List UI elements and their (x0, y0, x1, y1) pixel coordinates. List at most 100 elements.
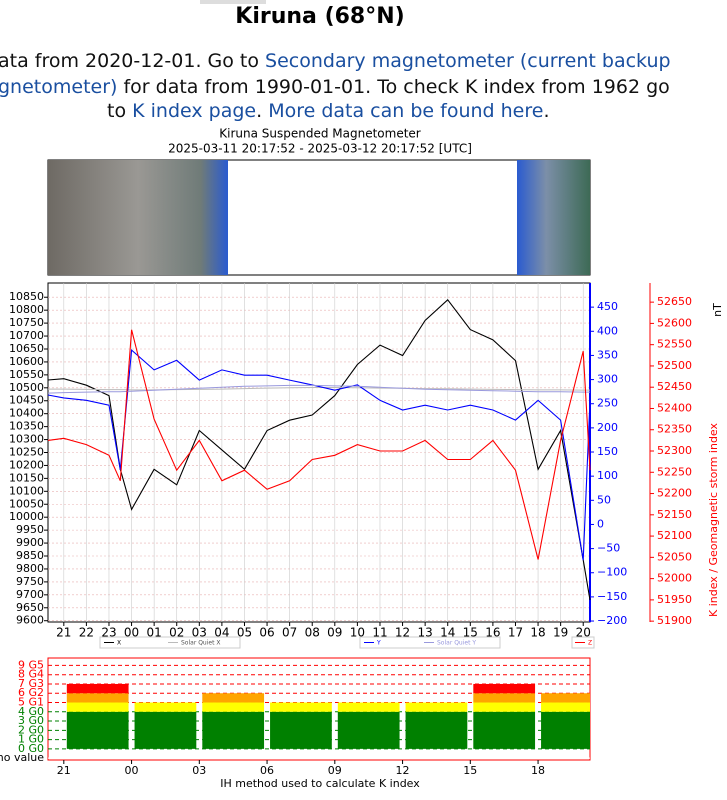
y-tick-label: 9950 (16, 523, 44, 536)
y2-tick-label: −200 (597, 614, 627, 627)
y-tick-label: 9750 (16, 575, 44, 588)
y2-tick-label: 100 (597, 469, 618, 482)
x-tick-label: 09 (328, 764, 342, 777)
legend-label: Z (588, 640, 592, 647)
x-tick-label: 10 (350, 626, 365, 640)
k-bar-segment (66, 711, 129, 749)
y2-tick-label: 250 (597, 397, 618, 410)
x-tick-label: 00 (124, 626, 139, 640)
y-tick-label: 7 G3 (18, 677, 44, 690)
y-tick-label: 10150 (9, 471, 44, 484)
x-tick-label: 00 (125, 764, 139, 777)
k-bar-segment (66, 702, 129, 712)
series-line (48, 387, 590, 391)
y-tick-label: 10100 (9, 484, 44, 497)
tab-stub (200, 0, 266, 4)
x-tick-label: 11 (372, 626, 387, 640)
y2-tick-label: 400 (597, 324, 618, 337)
y3-tick-label: 52550 (657, 338, 692, 351)
k-bar-segment (473, 711, 536, 749)
x-tick-label: 14 (440, 626, 455, 640)
y3-tick-label: 52250 (657, 465, 692, 478)
intro-line: to K index page. More data can be found … (107, 100, 550, 122)
link[interactable]: More data can be found here (268, 100, 544, 122)
x-tick-label: 01 (147, 626, 162, 640)
x-tick-label: 05 (237, 626, 252, 640)
y3-tick-label: 52000 (657, 572, 692, 585)
y3-tick-label: 51900 (657, 614, 692, 627)
y-tick-label: no value (0, 751, 44, 764)
y3-axis-label: K index / Geomagnetic storm index (707, 423, 720, 618)
y-tick-label: 0 G0 (18, 742, 44, 755)
x-tick-label: 17 (508, 626, 523, 640)
x-tick-label: 19 (553, 626, 568, 640)
y3-tick-label: 52200 (657, 487, 692, 500)
k-bar-segment (541, 693, 590, 703)
y-tick-label: 9800 (16, 562, 44, 575)
k-bar-segment (541, 711, 590, 749)
chart-subtitle: 2025-03-11 20:17:52 - 2025-03-12 20:17:5… (168, 142, 472, 156)
page-title: Kiruna (68°N) (235, 4, 405, 29)
x-tick-label: 21 (56, 626, 71, 640)
x-tick-label: 13 (418, 626, 433, 640)
y2-tick-label: 0 (597, 517, 604, 530)
x-tick-label: 06 (259, 626, 274, 640)
y2-tick-label: −100 (597, 566, 627, 579)
y3-tick-label: 52600 (657, 316, 692, 329)
x-tick-label: 02 (169, 626, 184, 640)
x-tick-label: 22 (79, 626, 94, 640)
x-tick-label: 09 (327, 626, 342, 640)
x-tick-label: 16 (485, 626, 500, 640)
intro-line: ata from 2020-12-01. Go to Secondary mag… (0, 50, 671, 72)
y3-tick-label: 52350 (657, 423, 692, 436)
y-tick-label: 10550 (9, 368, 44, 381)
k-bar-segment (473, 683, 536, 694)
camera-image (517, 160, 590, 275)
text: for data from 1990-01-01. To check K ind… (117, 76, 670, 98)
legend-label: Solar Quiet X (181, 640, 220, 647)
k-bar-segment (337, 702, 400, 712)
k-bar-segment (473, 693, 536, 703)
y3-tick-label: 52450 (657, 380, 692, 393)
y-tick-label: 10750 (9, 316, 44, 329)
x-tick-label: 12 (395, 626, 410, 640)
x-tick-label: 18 (531, 764, 545, 777)
y-tick-label: 1 G0 (18, 733, 44, 746)
x-tick-label: 20 (576, 626, 591, 640)
y2-tick-label: 350 (597, 348, 618, 361)
link[interactable]: Secondary magnetometer (current backup (265, 50, 671, 72)
k-bar-segment (202, 711, 265, 749)
k-bar-segment (270, 711, 332, 749)
y-tick-label: 10850 (9, 290, 44, 303)
y-tick-label: 10650 (9, 342, 44, 355)
k-bar-segment (202, 702, 265, 712)
x-tick-label: 15 (463, 626, 478, 640)
y-tick-label: 9850 (16, 549, 44, 562)
series-line (47, 384, 590, 394)
x-tick-label: 21 (57, 764, 71, 777)
y2-tick-label: 450 (597, 300, 618, 313)
x-tick-label: 12 (396, 764, 410, 777)
x-tick-label: 06 (260, 764, 274, 777)
y-tick-label: 10500 (9, 381, 44, 394)
k-bar-segment (337, 711, 400, 749)
y-tick-label: 3 G0 (18, 714, 44, 727)
y2-tick-label: 50 (597, 493, 611, 506)
y3-tick-label: 52100 (657, 529, 692, 542)
link[interactable]: K index page (132, 100, 257, 122)
y-tick-label: 10450 (9, 394, 44, 407)
y-tick-label: 2 G0 (18, 723, 44, 736)
y-tick-label: 8 G4 (18, 668, 44, 681)
y3-tick-label: 52400 (657, 401, 692, 414)
k-bar-segment (134, 711, 197, 749)
y3-tick-label: 52050 (657, 550, 692, 563)
chart-title: Kiruna Suspended Magnetometer (219, 127, 421, 141)
text: to (107, 100, 133, 122)
y3-tick-label: 51950 (657, 593, 692, 606)
y-tick-label: 6 G2 (18, 686, 44, 699)
y3-tick-label: 52650 (657, 295, 692, 308)
link[interactable]: gnetometer) (0, 76, 118, 98)
x-tick-label: 04 (214, 626, 229, 640)
y-tick-label: 10800 (9, 303, 44, 316)
